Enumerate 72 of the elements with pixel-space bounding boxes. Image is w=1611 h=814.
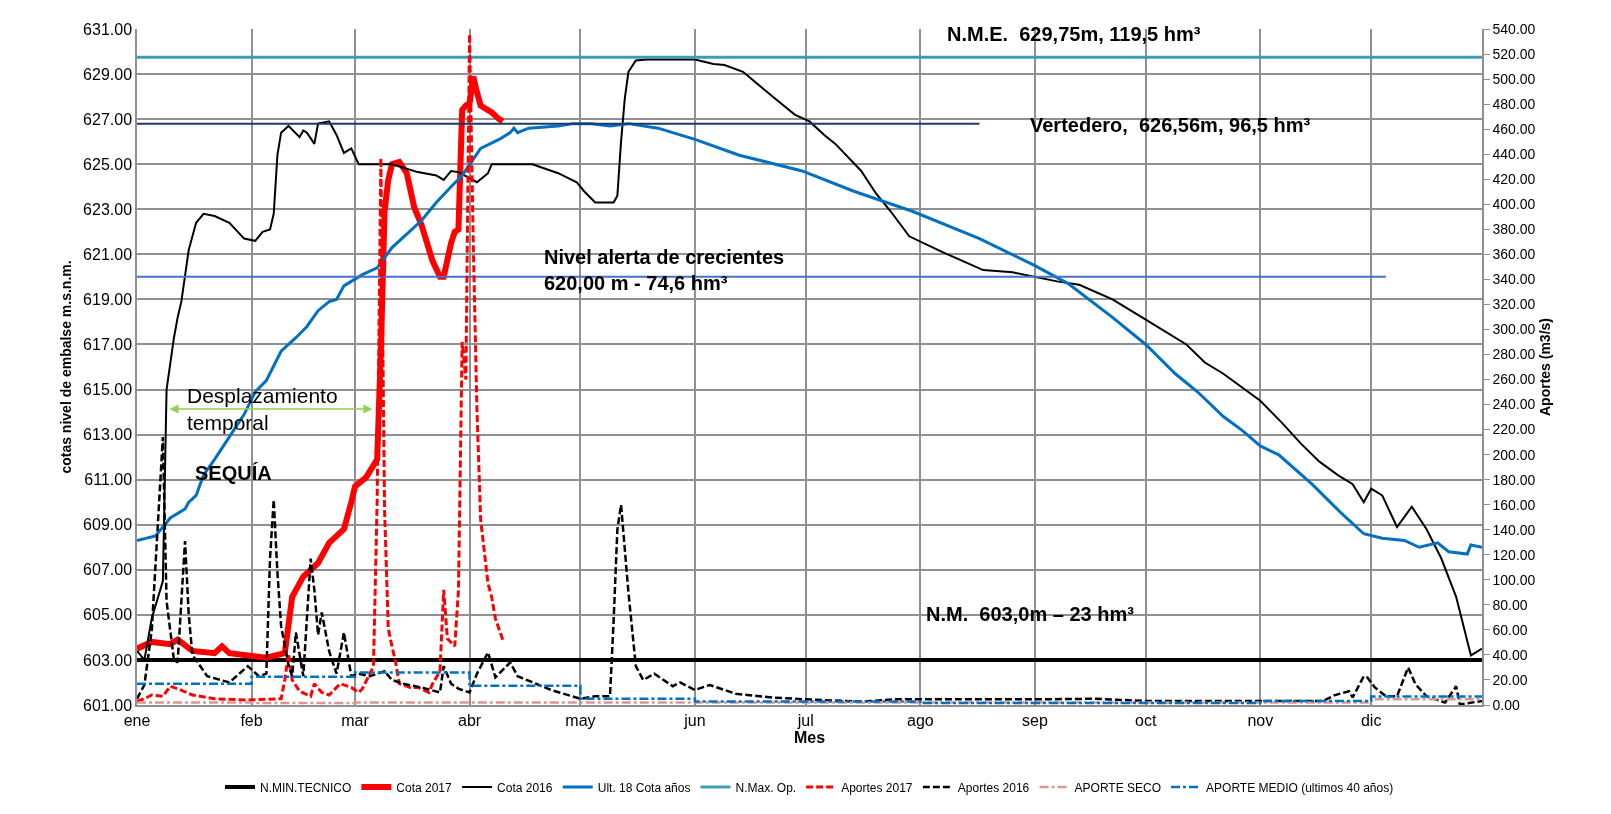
y-tick-label: 603.00 [83, 651, 133, 669]
y-tick-label: 617.00 [83, 336, 133, 354]
legend-label: Cota 2016 [497, 780, 553, 795]
y2-tick-label: 280.00 [1492, 346, 1536, 363]
y-tick-label: 625.00 [83, 155, 133, 173]
y2-axis-title: Aportes (m3/s) [1537, 317, 1554, 417]
y-tick-label: 609.00 [83, 516, 133, 534]
y2-tick-label: 460.00 [1492, 121, 1536, 138]
y-tick-label: 623.00 [83, 200, 133, 218]
annotation: N.M.E. 629,75m, 119,5 hm³ [947, 23, 1201, 45]
x-tick-label: feb [240, 711, 263, 729]
y-axis-title: cotas nivel de embalse m.s.n.m. [58, 260, 75, 474]
x-tick-label: sep [1022, 711, 1048, 729]
y2-tick-label: 220.00 [1492, 421, 1536, 438]
y2-tick-label: 180.00 [1492, 471, 1536, 488]
annotation: N.M. 603,0m – 23 hm³ [926, 603, 1135, 625]
y-tick-label: 601.00 [83, 696, 133, 714]
y-tick-label: 607.00 [83, 561, 133, 579]
legend-label: N.MIN.TECNICO [260, 780, 352, 795]
y2-tick-label: 120.00 [1492, 546, 1536, 563]
y-tick-label: 615.00 [83, 381, 133, 399]
x-tick-label: ago [907, 711, 934, 729]
y2-tick-label: 440.00 [1492, 146, 1536, 163]
annotation: Vertedero, 626,56m, 96,5 hm³ [1030, 114, 1311, 136]
y2-tick-label: 240.00 [1492, 396, 1536, 413]
legend-label: Cota 2017 [396, 780, 453, 795]
x-tick-label: mar [341, 711, 370, 729]
x-tick-label: oct [1135, 711, 1157, 729]
y2-tick-label: 540.00 [1492, 20, 1536, 37]
y2-tick-label: 140.00 [1492, 521, 1536, 538]
y2-tick-label: 380.00 [1492, 221, 1536, 238]
y-tick-label: 627.00 [83, 110, 133, 128]
x-tick-label: jul [796, 711, 814, 729]
y-tick-label: 631.00 [83, 20, 133, 38]
y2-tick-label: 520.00 [1492, 45, 1536, 62]
y2-tick-label: 200.00 [1492, 446, 1536, 463]
legend-label: Aportes 2016 [957, 780, 1030, 795]
y-tick-label: 621.00 [83, 245, 133, 263]
x-tick-label: abr [457, 711, 482, 729]
y2-tick-label: 20.00 [1492, 671, 1528, 688]
y-tick-label: 613.00 [83, 426, 133, 444]
y2-tick-label: 340.00 [1492, 271, 1536, 288]
y-tick-label: 629.00 [83, 65, 133, 83]
legend-label: APORTE MEDIO (ultimos 40 años) [1206, 780, 1394, 795]
x-tick-label: jun [683, 711, 706, 729]
y2-tick-label: 60.00 [1492, 621, 1528, 638]
legend-label: Aportes 2017 [841, 780, 913, 795]
y-tick-label: 611.00 [84, 471, 133, 489]
y2-tick-label: 40.00 [1492, 646, 1528, 663]
legend-label: APORTE SECO [1074, 780, 1162, 795]
x-tick-label: may [565, 711, 596, 729]
y2-tick-label: 360.00 [1492, 246, 1536, 263]
x-tick-label: nov [1247, 711, 1274, 729]
legend-label: Ult. 18 Cota años [597, 780, 691, 795]
y2-tick-label: 500.00 [1492, 70, 1536, 87]
y2-tick-label: 160.00 [1492, 496, 1536, 513]
y2-tick-label: 80.00 [1492, 596, 1528, 613]
y2-tick-label: 0.00 [1492, 696, 1521, 713]
y2-tick-label: 320.00 [1492, 296, 1536, 313]
y2-tick-label: 100.00 [1492, 571, 1536, 588]
y2-tick-label: 400.00 [1492, 196, 1536, 213]
y2-tick-label: 480.00 [1492, 96, 1536, 113]
legend-label: N.Max. Op. [735, 780, 797, 795]
y-tick-label: 605.00 [83, 606, 133, 624]
x-tick-label: ene [123, 711, 151, 729]
y2-tick-label: 300.00 [1492, 321, 1536, 338]
y-tick-label: 619.00 [83, 291, 133, 308]
x-axis-title: Mes [793, 729, 826, 747]
annotation: Nivel alerta de crecientes 620,00 m - 74,6 hm³ [544, 246, 785, 294]
x-tick-label: dic [1360, 711, 1382, 729]
y2-tick-label: 420.00 [1492, 171, 1536, 188]
y2-tick-label: 260.00 [1492, 371, 1536, 388]
